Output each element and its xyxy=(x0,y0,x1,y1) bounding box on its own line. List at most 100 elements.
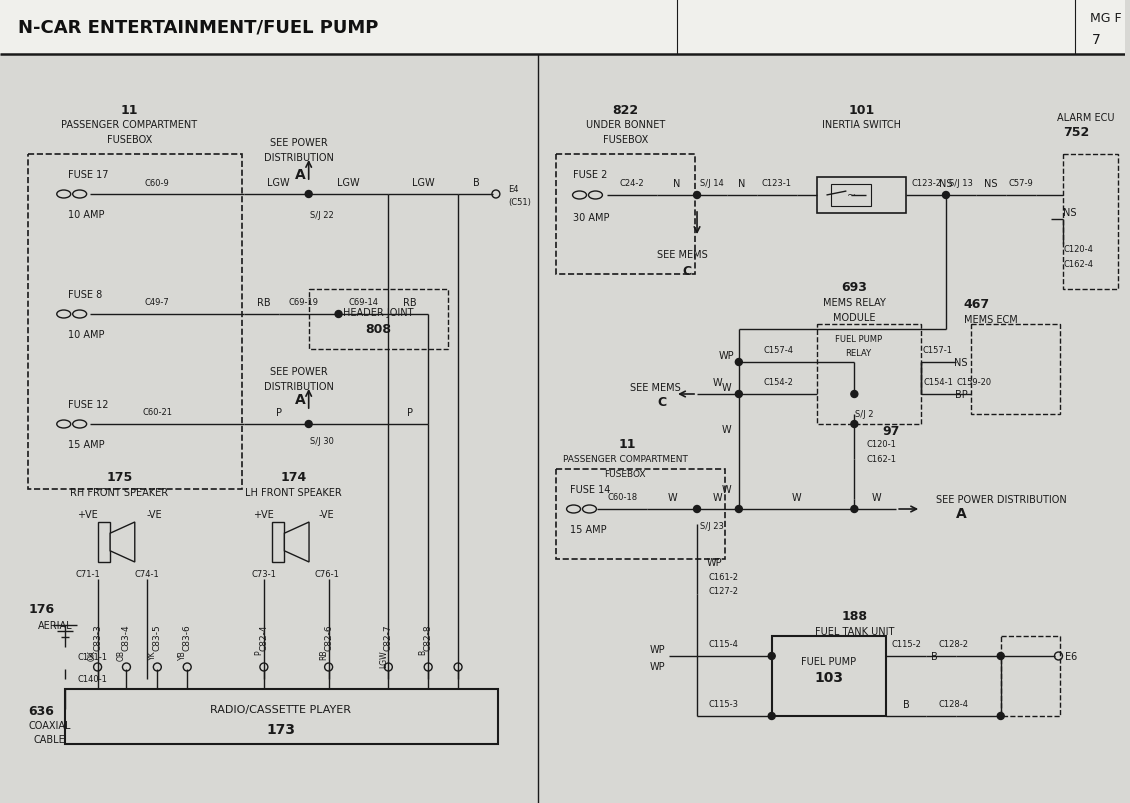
Polygon shape xyxy=(285,522,308,562)
Text: UNDER BONNET: UNDER BONNET xyxy=(585,120,664,130)
Text: N: N xyxy=(673,179,680,189)
Text: A: A xyxy=(295,168,306,181)
Text: 7: 7 xyxy=(1093,33,1101,47)
Text: C83-3: C83-3 xyxy=(93,624,102,650)
Text: C69-14: C69-14 xyxy=(348,298,379,307)
Text: C127-2: C127-2 xyxy=(709,587,739,596)
Text: 752: 752 xyxy=(1063,126,1089,140)
Text: FUSE 14: FUSE 14 xyxy=(570,484,610,495)
Text: C60-18: C60-18 xyxy=(607,493,637,502)
Text: RH FRONT SPEAKER: RH FRONT SPEAKER xyxy=(70,487,168,497)
Text: C120-4: C120-4 xyxy=(1063,245,1094,255)
Text: SEE MEMS: SEE MEMS xyxy=(657,250,707,259)
Circle shape xyxy=(694,506,701,513)
Text: 188: 188 xyxy=(842,609,868,622)
Circle shape xyxy=(336,311,342,318)
Polygon shape xyxy=(110,522,134,562)
Text: W: W xyxy=(722,484,732,495)
Text: -VE: -VE xyxy=(147,509,162,520)
Circle shape xyxy=(851,421,858,428)
Text: LGW: LGW xyxy=(337,177,359,188)
Text: LGW: LGW xyxy=(379,649,388,666)
Text: RB: RB xyxy=(403,298,417,308)
Text: W: W xyxy=(722,425,732,434)
Text: FUEL PUMP: FUEL PUMP xyxy=(835,335,881,344)
Text: WP: WP xyxy=(650,661,666,671)
Text: OB: OB xyxy=(118,649,125,660)
Text: 174: 174 xyxy=(280,471,307,484)
Text: 103: 103 xyxy=(814,671,843,684)
Text: S/J 30: S/J 30 xyxy=(310,437,333,446)
Text: C123-1: C123-1 xyxy=(762,179,792,188)
Text: 30 AMP: 30 AMP xyxy=(573,213,609,222)
Text: NS: NS xyxy=(984,179,998,189)
Text: LGW: LGW xyxy=(268,177,290,188)
Text: C83-4: C83-4 xyxy=(122,624,131,650)
Text: CABLE: CABLE xyxy=(34,734,66,744)
Text: FUEL TANK UNIT: FUEL TANK UNIT xyxy=(815,626,894,636)
Text: FUSE 12: FUSE 12 xyxy=(68,400,108,410)
Text: E6: E6 xyxy=(1066,651,1078,661)
Text: C71-1: C71-1 xyxy=(76,570,99,579)
Text: 15 AMP: 15 AMP xyxy=(68,439,104,450)
Text: C128-4: C128-4 xyxy=(939,699,968,708)
Text: PASSENGER COMPARTMENT: PASSENGER COMPARTMENT xyxy=(563,455,688,464)
Text: S/J 22: S/J 22 xyxy=(310,210,333,219)
Text: S/J 14: S/J 14 xyxy=(701,179,724,188)
Bar xyxy=(556,470,725,560)
Text: C74-1: C74-1 xyxy=(134,570,159,579)
Text: 15 AMP: 15 AMP xyxy=(570,524,606,534)
Text: C24-2: C24-2 xyxy=(620,179,644,188)
Circle shape xyxy=(305,191,312,198)
Text: S/J 23: S/J 23 xyxy=(699,522,724,531)
Text: +VE: +VE xyxy=(77,509,98,520)
Text: SEE MEMS: SEE MEMS xyxy=(629,382,680,393)
Text: C115-3: C115-3 xyxy=(709,699,739,708)
Circle shape xyxy=(694,192,701,199)
Text: C83-6: C83-6 xyxy=(183,624,192,650)
Text: A: A xyxy=(295,393,306,406)
Text: FUSE 8: FUSE 8 xyxy=(68,290,102,300)
Bar xyxy=(772,636,886,716)
Text: COAXIAL: COAXIAL xyxy=(28,720,71,730)
Circle shape xyxy=(736,506,742,513)
Text: C131-1: C131-1 xyxy=(78,653,107,662)
Text: WP: WP xyxy=(707,557,723,567)
Text: C123-2: C123-2 xyxy=(911,179,941,188)
Text: S/J 2: S/J 2 xyxy=(855,410,873,419)
Text: E4: E4 xyxy=(507,185,519,194)
Text: HEADER JOINT: HEADER JOINT xyxy=(344,308,414,318)
Text: C140-1: C140-1 xyxy=(78,675,107,683)
Text: 636: 636 xyxy=(28,704,54,718)
Circle shape xyxy=(768,712,775,719)
Text: AERIAL: AERIAL xyxy=(37,620,72,630)
Text: W: W xyxy=(713,377,723,388)
Text: NS: NS xyxy=(1063,208,1077,218)
Text: C82-6: C82-6 xyxy=(324,624,333,650)
Text: BP: BP xyxy=(955,389,967,400)
Text: DISTRIBUTION: DISTRIBUTION xyxy=(263,153,333,163)
Text: C157-1: C157-1 xyxy=(923,346,953,355)
Text: C: C xyxy=(683,265,692,278)
Text: -VE: -VE xyxy=(319,509,334,520)
Text: SEE POWER: SEE POWER xyxy=(270,366,328,377)
Text: FUSEBOX: FUSEBOX xyxy=(605,470,646,479)
Text: P: P xyxy=(276,407,281,418)
Text: 97: 97 xyxy=(883,425,899,438)
Text: C120-1: C120-1 xyxy=(867,440,896,449)
Text: A: A xyxy=(956,507,966,520)
Circle shape xyxy=(851,391,858,398)
Text: FUSE 17: FUSE 17 xyxy=(68,169,108,180)
Text: RB: RB xyxy=(319,649,328,660)
Text: C83-5: C83-5 xyxy=(153,624,162,650)
Text: C82-4: C82-4 xyxy=(260,624,268,650)
Circle shape xyxy=(851,506,858,513)
Bar xyxy=(971,324,1060,414)
Bar xyxy=(308,290,449,349)
Bar xyxy=(0,0,1125,55)
Text: 808: 808 xyxy=(365,323,391,336)
Circle shape xyxy=(305,421,312,428)
Text: C161-2: C161-2 xyxy=(709,573,739,582)
Text: C82-7: C82-7 xyxy=(384,624,393,650)
Text: MEMS RELAY: MEMS RELAY xyxy=(823,298,886,308)
